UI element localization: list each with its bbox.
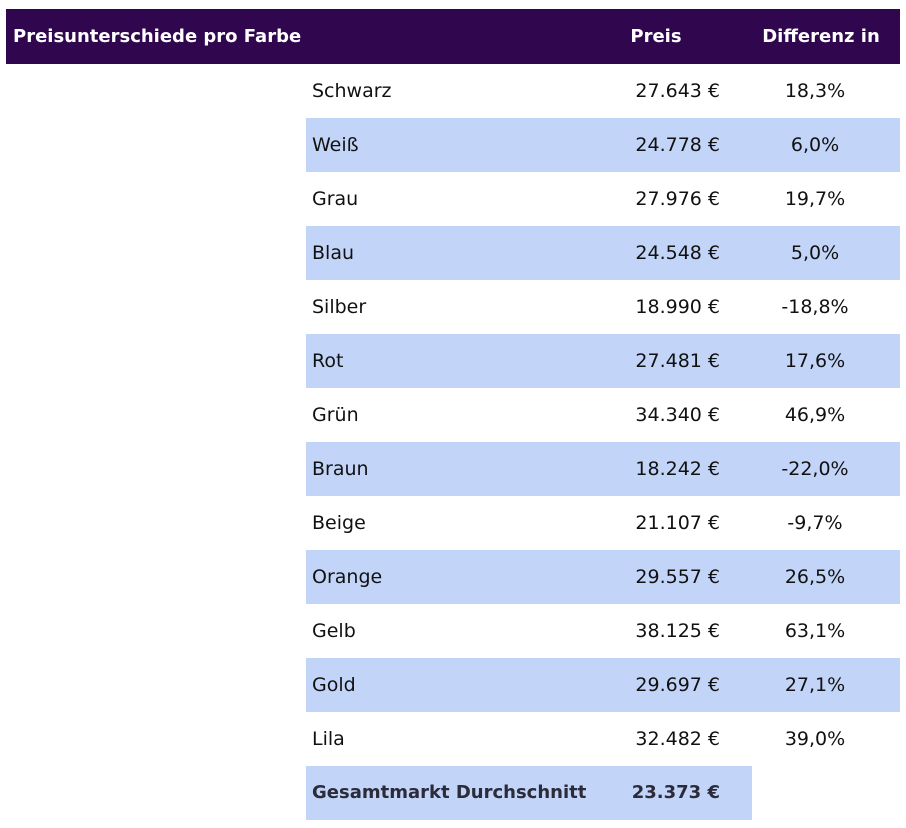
table-row: Gold 29.697 € 27,1%	[306, 658, 900, 712]
color-name: Braun	[312, 458, 369, 480]
color-name: Orange	[312, 566, 383, 588]
color-name: Lila	[312, 728, 345, 750]
table-row: Gelb 38.125 € 63,1%	[306, 604, 900, 658]
table-row: Rot 27.481 € 17,6%	[306, 334, 900, 388]
diff-value: 39,0%	[784, 728, 846, 750]
table-row: Schwarz 27.643 € 18,3%	[306, 64, 900, 118]
color-name: Silber	[312, 296, 367, 318]
table-row: Braun 18.242 € -22,0%	[306, 442, 900, 496]
diff-value: -9,7%	[787, 512, 843, 534]
color-name: Gelb	[312, 620, 356, 642]
table-row: Weiß 24.778 € 6,0%	[306, 118, 900, 172]
price-value: 24.778 €	[635, 134, 720, 156]
color-name: Gold	[312, 674, 356, 696]
color-name: Grün	[312, 404, 359, 426]
price-value: 24.548 €	[635, 242, 720, 264]
table-title: Preisunterschiede pro Farbe	[13, 26, 302, 47]
price-column-header: Preis	[630, 26, 682, 47]
diff-value: 19,7%	[784, 188, 846, 210]
diff-column-header: Differenz in %	[762, 26, 880, 102]
price-value: 29.557 €	[635, 566, 720, 588]
color-name: Grau	[312, 188, 359, 210]
color-name: Schwarz	[312, 80, 392, 102]
price-value: 27.481 €	[635, 350, 720, 372]
total-price: 23.373 €	[631, 782, 720, 803]
color-name: Rot	[312, 350, 344, 372]
diff-value: 6,0%	[790, 134, 840, 156]
table-row: Beige 21.107 € -9,7%	[306, 496, 900, 550]
diff-value: 46,9%	[784, 404, 846, 426]
diff-value: 26,5%	[784, 566, 846, 588]
table-row: Blau 24.548 € 5,0%	[306, 226, 900, 280]
price-value: 27.976 €	[635, 188, 720, 210]
price-value: 18.242 €	[635, 458, 720, 480]
color-name: Blau	[312, 242, 354, 264]
diff-value: 63,1%	[784, 620, 846, 642]
diff-value: 18,3%	[784, 80, 846, 102]
table-row: Silber 18.990 € -18,8%	[306, 280, 900, 334]
price-value: 38.125 €	[635, 620, 720, 642]
table-row: Grün 34.340 € 46,9%	[306, 388, 900, 442]
diff-value: -22,0%	[781, 458, 849, 480]
price-value: 27.643 €	[635, 80, 720, 102]
total-row: Gesamtmarkt Durchschnitt 23.373 €	[306, 766, 752, 820]
price-value: 34.340 €	[635, 404, 720, 426]
diff-value: 17,6%	[784, 350, 846, 372]
table-header: Preisunterschiede pro Farbe Preis Differ…	[6, 9, 900, 102]
table-row: Orange 29.557 € 26,5%	[306, 550, 900, 604]
price-value: 32.482 €	[635, 728, 720, 750]
price-value: 29.697 €	[635, 674, 720, 696]
color-name: Beige	[312, 512, 366, 534]
price-value: 21.107 €	[635, 512, 720, 534]
price-table: Schwarz 27.643 € 18,3% Weiß 24.778 € 6,0…	[306, 64, 900, 766]
diff-value: -18,8%	[781, 296, 849, 318]
table-row: Grau 27.976 € 19,7%	[306, 172, 900, 226]
total-label: Gesamtmarkt Durchschnitt	[312, 782, 587, 803]
diff-value: 5,0%	[790, 242, 840, 264]
diff-value: 27,1%	[784, 674, 846, 696]
price-value: 18.990 €	[635, 296, 720, 318]
color-name: Weiß	[312, 134, 359, 156]
table-row: Lila 32.482 € 39,0%	[306, 712, 900, 766]
